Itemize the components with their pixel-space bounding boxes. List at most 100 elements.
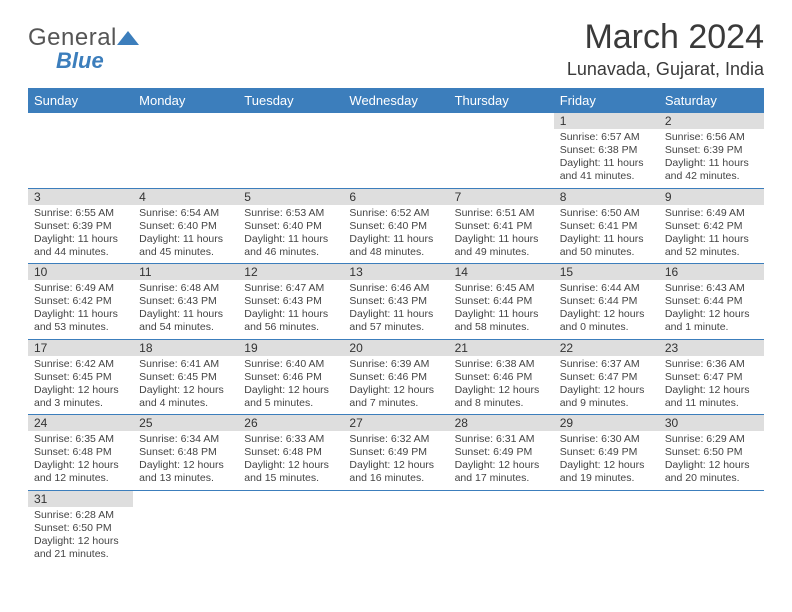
logo-text-blue: Blue xyxy=(56,48,104,73)
calendar-cell xyxy=(449,491,554,566)
sunset-text: Sunset: 6:48 PM xyxy=(244,446,337,459)
cell-body: Sunrise: 6:38 AMSunset: 6:46 PMDaylight:… xyxy=(449,356,554,415)
day-number: 21 xyxy=(449,340,554,356)
calendar-cell: 25Sunrise: 6:34 AMSunset: 6:48 PMDayligh… xyxy=(133,415,238,490)
cell-body: Sunrise: 6:44 AMSunset: 6:44 PMDaylight:… xyxy=(554,280,659,339)
sunrise-text: Sunrise: 6:49 AM xyxy=(665,207,758,220)
daylight-text: Daylight: 12 hours and 3 minutes. xyxy=(34,384,127,410)
day-number: 18 xyxy=(133,340,238,356)
sunrise-text: Sunrise: 6:51 AM xyxy=(455,207,548,220)
cell-body xyxy=(238,129,343,135)
day-number: 4 xyxy=(133,189,238,205)
calendar-cell: 24Sunrise: 6:35 AMSunset: 6:48 PMDayligh… xyxy=(28,415,133,490)
sunrise-text: Sunrise: 6:56 AM xyxy=(665,131,758,144)
daylight-text: Daylight: 12 hours and 16 minutes. xyxy=(349,459,442,485)
sunset-text: Sunset: 6:46 PM xyxy=(349,371,442,384)
day-number: 23 xyxy=(659,340,764,356)
daylight-text: Daylight: 12 hours and 15 minutes. xyxy=(244,459,337,485)
calendar-cell xyxy=(659,491,764,566)
calendar-cell xyxy=(133,491,238,566)
cell-body: Sunrise: 6:45 AMSunset: 6:44 PMDaylight:… xyxy=(449,280,554,339)
daylight-text: Daylight: 12 hours and 5 minutes. xyxy=(244,384,337,410)
day-number: 31 xyxy=(28,491,133,507)
calendar-cell: 6Sunrise: 6:52 AMSunset: 6:40 PMDaylight… xyxy=(343,189,448,264)
calendar-cell: 23Sunrise: 6:36 AMSunset: 6:47 PMDayligh… xyxy=(659,340,764,415)
day-number: 9 xyxy=(659,189,764,205)
sunrise-text: Sunrise: 6:39 AM xyxy=(349,358,442,371)
day-number: 10 xyxy=(28,264,133,280)
cell-body: Sunrise: 6:53 AMSunset: 6:40 PMDaylight:… xyxy=(238,205,343,264)
daylight-text: Daylight: 11 hours and 49 minutes. xyxy=(455,233,548,259)
calendar-cell: 12Sunrise: 6:47 AMSunset: 6:43 PMDayligh… xyxy=(238,264,343,339)
cell-body: Sunrise: 6:32 AMSunset: 6:49 PMDaylight:… xyxy=(343,431,448,490)
calendar-cell: 31Sunrise: 6:28 AMSunset: 6:50 PMDayligh… xyxy=(28,491,133,566)
day-number: 2 xyxy=(659,113,764,129)
sunset-text: Sunset: 6:46 PM xyxy=(455,371,548,384)
daylight-text: Daylight: 11 hours and 52 minutes. xyxy=(665,233,758,259)
daylight-text: Daylight: 11 hours and 45 minutes. xyxy=(139,233,232,259)
calendar-cell: 19Sunrise: 6:40 AMSunset: 6:46 PMDayligh… xyxy=(238,340,343,415)
daylight-text: Daylight: 12 hours and 0 minutes. xyxy=(560,308,653,334)
calendar-cell: 10Sunrise: 6:49 AMSunset: 6:42 PMDayligh… xyxy=(28,264,133,339)
sunset-text: Sunset: 6:45 PM xyxy=(139,371,232,384)
cell-body: Sunrise: 6:30 AMSunset: 6:49 PMDaylight:… xyxy=(554,431,659,490)
sunrise-text: Sunrise: 6:33 AM xyxy=(244,433,337,446)
daylight-text: Daylight: 11 hours and 58 minutes. xyxy=(455,308,548,334)
calendar-cell xyxy=(449,113,554,188)
calendar-cell xyxy=(343,491,448,566)
sunrise-text: Sunrise: 6:42 AM xyxy=(34,358,127,371)
sunrise-text: Sunrise: 6:50 AM xyxy=(560,207,653,220)
location-text: Lunavada, Gujarat, India xyxy=(567,59,764,80)
sunset-text: Sunset: 6:41 PM xyxy=(560,220,653,233)
calendar-cell: 13Sunrise: 6:46 AMSunset: 6:43 PMDayligh… xyxy=(343,264,448,339)
calendar-cell: 7Sunrise: 6:51 AMSunset: 6:41 PMDaylight… xyxy=(449,189,554,264)
calendar-cell xyxy=(238,491,343,566)
daylight-text: Daylight: 12 hours and 7 minutes. xyxy=(349,384,442,410)
cell-body: Sunrise: 6:55 AMSunset: 6:39 PMDaylight:… xyxy=(28,205,133,264)
sunrise-text: Sunrise: 6:47 AM xyxy=(244,282,337,295)
sunset-text: Sunset: 6:50 PM xyxy=(665,446,758,459)
sunset-text: Sunset: 6:40 PM xyxy=(139,220,232,233)
sunrise-text: Sunrise: 6:43 AM xyxy=(665,282,758,295)
day-number: 25 xyxy=(133,415,238,431)
calendar-cell xyxy=(238,113,343,188)
day-number: 5 xyxy=(238,189,343,205)
sunset-text: Sunset: 6:49 PM xyxy=(455,446,548,459)
day-number: 3 xyxy=(28,189,133,205)
daylight-text: Daylight: 11 hours and 57 minutes. xyxy=(349,308,442,334)
day-number: 30 xyxy=(659,415,764,431)
day-header-wednesday: Wednesday xyxy=(343,88,448,113)
calendar-cell: 30Sunrise: 6:29 AMSunset: 6:50 PMDayligh… xyxy=(659,415,764,490)
day-number: 13 xyxy=(343,264,448,280)
day-number: 22 xyxy=(554,340,659,356)
cell-body: Sunrise: 6:37 AMSunset: 6:47 PMDaylight:… xyxy=(554,356,659,415)
sunrise-text: Sunrise: 6:30 AM xyxy=(560,433,653,446)
sunset-text: Sunset: 6:42 PM xyxy=(665,220,758,233)
day-number: 7 xyxy=(449,189,554,205)
page-title: March 2024 xyxy=(567,18,764,57)
sunrise-text: Sunrise: 6:34 AM xyxy=(139,433,232,446)
daylight-text: Daylight: 12 hours and 9 minutes. xyxy=(560,384,653,410)
daylight-text: Daylight: 12 hours and 4 minutes. xyxy=(139,384,232,410)
daylight-text: Daylight: 12 hours and 19 minutes. xyxy=(560,459,653,485)
cell-body xyxy=(343,129,448,135)
calendar: Sunday Monday Tuesday Wednesday Thursday… xyxy=(28,88,764,565)
cell-body xyxy=(238,507,343,513)
calendar-cell: 29Sunrise: 6:30 AMSunset: 6:49 PMDayligh… xyxy=(554,415,659,490)
sunrise-text: Sunrise: 6:38 AM xyxy=(455,358,548,371)
calendar-cell xyxy=(28,113,133,188)
cell-body: Sunrise: 6:43 AMSunset: 6:44 PMDaylight:… xyxy=(659,280,764,339)
daylight-text: Daylight: 12 hours and 13 minutes. xyxy=(139,459,232,485)
cell-body: Sunrise: 6:39 AMSunset: 6:46 PMDaylight:… xyxy=(343,356,448,415)
day-header-tuesday: Tuesday xyxy=(238,88,343,113)
day-number: 20 xyxy=(343,340,448,356)
sunset-text: Sunset: 6:38 PM xyxy=(560,144,653,157)
sunrise-text: Sunrise: 6:41 AM xyxy=(139,358,232,371)
day-header-sunday: Sunday xyxy=(28,88,133,113)
sunset-text: Sunset: 6:47 PM xyxy=(560,371,653,384)
sunset-text: Sunset: 6:44 PM xyxy=(560,295,653,308)
calendar-cell: 11Sunrise: 6:48 AMSunset: 6:43 PMDayligh… xyxy=(133,264,238,339)
calendar-cell: 28Sunrise: 6:31 AMSunset: 6:49 PMDayligh… xyxy=(449,415,554,490)
sunset-text: Sunset: 6:50 PM xyxy=(34,522,127,535)
calendar-cell: 4Sunrise: 6:54 AMSunset: 6:40 PMDaylight… xyxy=(133,189,238,264)
